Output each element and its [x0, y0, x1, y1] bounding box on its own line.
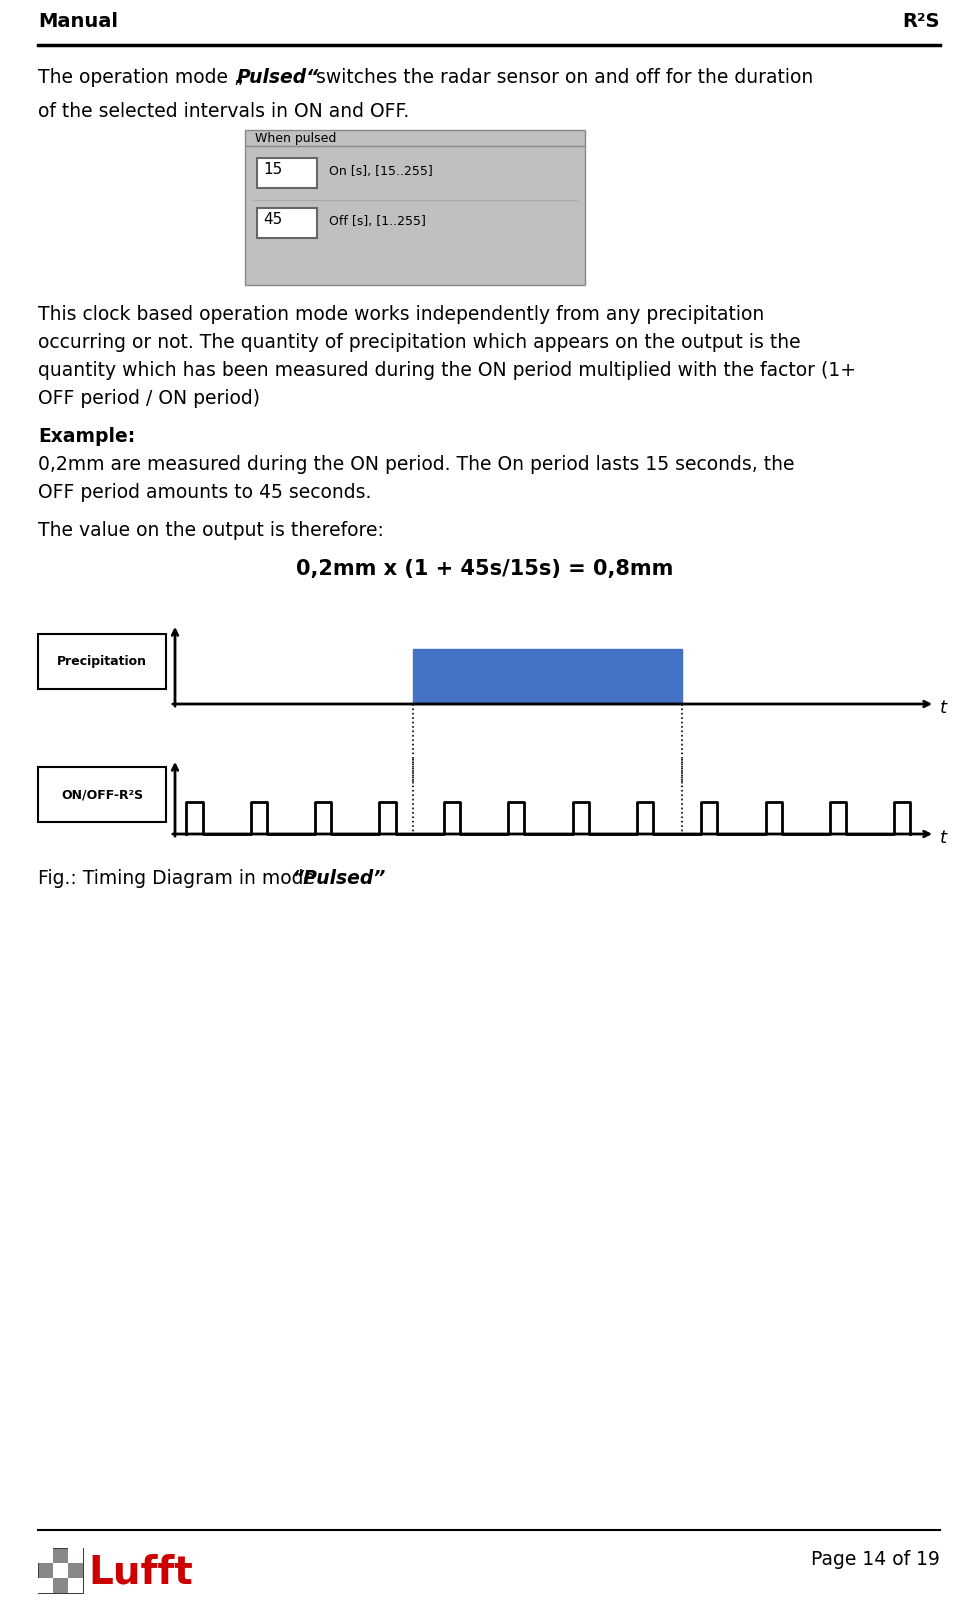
Bar — [38, 1549, 83, 1594]
Text: On [s], [15..255]: On [s], [15..255] — [328, 165, 432, 178]
Text: quantity which has been measured during the ON period multiplied with the factor: quantity which has been measured during … — [38, 362, 855, 379]
Text: switches the radar sensor on and off for the duration: switches the radar sensor on and off for… — [310, 67, 812, 86]
Bar — [257, 158, 317, 187]
Text: 0,2mm x (1 + 45s/15s) = 0,8mm: 0,2mm x (1 + 45s/15s) = 0,8mm — [296, 558, 673, 579]
Text: R²S: R²S — [901, 11, 939, 30]
Text: Fig.: Timing Diagram in mode: Fig.: Timing Diagram in mode — [38, 869, 321, 888]
Bar — [38, 766, 166, 822]
Bar — [38, 1578, 53, 1594]
Text: The value on the output is therefore:: The value on the output is therefore: — [38, 522, 384, 541]
Text: Manual: Manual — [38, 11, 118, 30]
Bar — [68, 1549, 83, 1563]
Text: ON/OFF-R²S: ON/OFF-R²S — [61, 787, 142, 802]
Bar — [38, 634, 166, 690]
Text: t: t — [939, 699, 946, 717]
Bar — [413, 650, 681, 704]
Text: OFF period / ON period): OFF period / ON period) — [38, 389, 260, 408]
Text: OFF period amounts to 45 seconds.: OFF period amounts to 45 seconds. — [38, 483, 371, 502]
Text: occurring or not. The quantity of precipitation which appears on the output is t: occurring or not. The quantity of precip… — [38, 333, 799, 352]
Text: “Pulsed”: “Pulsed” — [292, 869, 386, 888]
Text: Page 14 of 19: Page 14 of 19 — [810, 1550, 939, 1570]
Text: Precipitation: Precipitation — [57, 654, 147, 669]
Text: Lufft: Lufft — [88, 1554, 193, 1590]
Bar — [53, 1563, 68, 1578]
Text: The operation mode „: The operation mode „ — [38, 67, 243, 86]
Text: 45: 45 — [263, 211, 282, 227]
Text: 0,2mm are measured during the ON period. The On period lasts 15 seconds, the: 0,2mm are measured during the ON period.… — [38, 454, 794, 474]
Bar — [245, 130, 584, 285]
Text: t: t — [939, 829, 946, 846]
Text: of the selected intervals in ON and OFF.: of the selected intervals in ON and OFF. — [38, 102, 409, 122]
Bar — [38, 1549, 53, 1563]
Text: When pulsed: When pulsed — [255, 133, 336, 146]
Bar — [257, 208, 317, 238]
Text: Pulsed“: Pulsed“ — [236, 67, 319, 86]
Text: 15: 15 — [263, 162, 282, 178]
Text: This clock based operation mode works independently from any precipitation: This clock based operation mode works in… — [38, 306, 764, 323]
Bar — [68, 1578, 83, 1594]
Text: Off [s], [1..255]: Off [s], [1..255] — [328, 214, 425, 227]
Text: Example:: Example: — [38, 427, 135, 446]
